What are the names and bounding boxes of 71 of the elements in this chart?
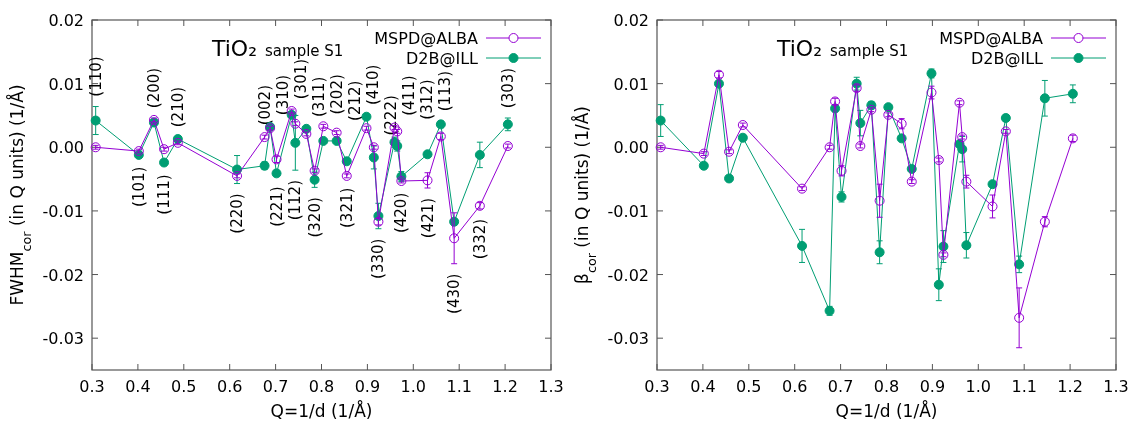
- y-tick-label: 0.01: [48, 74, 84, 94]
- annotation: (311): [309, 76, 328, 118]
- annotation: (212): [345, 80, 364, 121]
- x-axis-title: Q=1/d (1/Å): [835, 400, 938, 421]
- y-tick-label: -0.01: [607, 201, 649, 221]
- y-tick-label: -0.02: [42, 265, 84, 285]
- x-tick-label: 0.3: [644, 377, 670, 396]
- annotation: (002): [255, 85, 274, 126]
- annotation: (301): [291, 58, 310, 100]
- y-tick-label: 0.02: [613, 11, 649, 30]
- annotation: (110): [86, 56, 105, 97]
- annotation: (222): [381, 95, 400, 136]
- x-tick-label: 0.5: [171, 377, 197, 396]
- x-tick-label: 0.7: [827, 377, 854, 396]
- legend-label: MSPD@ALBA: [939, 29, 1044, 48]
- y-tick-label: 0.00: [613, 138, 649, 158]
- legend-label: D2B@ILL: [970, 49, 1044, 68]
- x-tick-label: 1.2: [1057, 377, 1083, 396]
- annotation: (421): [418, 197, 437, 239]
- annotation: (221): [267, 186, 286, 227]
- x-tick-label: 1.3: [538, 377, 564, 396]
- y-tick-label: -0.01: [42, 201, 84, 221]
- x-tick-label: 0.8: [873, 377, 900, 396]
- x-tick-label: 1.1: [1011, 377, 1037, 396]
- annotation: (113): [435, 71, 454, 112]
- annotation: (330): [369, 238, 388, 279]
- x-tick-label: 0.3: [79, 377, 105, 396]
- x-tick-label: 1.2: [492, 377, 518, 396]
- x-tick-label: 1.3: [1103, 377, 1129, 396]
- y-tick-label: -0.03: [607, 329, 649, 349]
- annotation: (312): [417, 79, 436, 120]
- x-tick-label: 0.6: [216, 377, 243, 396]
- annotation: (101): [129, 166, 148, 207]
- x-axis-title: Q=1/d (1/Å): [270, 400, 373, 421]
- x-tick-label: 0.5: [736, 377, 762, 396]
- annotation: (321): [337, 187, 356, 228]
- y-tick-label: 0.00: [48, 138, 84, 158]
- legend-label: D2B@ILL: [405, 49, 479, 68]
- annotation: (303): [498, 67, 517, 109]
- y-tick-label: -0.02: [607, 265, 649, 285]
- x-tick-label: 0.4: [125, 377, 151, 396]
- annotation: (310): [273, 74, 292, 116]
- x-tick-label: 0.6: [781, 377, 808, 396]
- x-tick-label: 1.1: [446, 377, 472, 396]
- annotation: (410): [363, 64, 382, 105]
- y-tick-label: 0.02: [48, 11, 84, 30]
- legend-label: MSPD@ALBA: [374, 29, 479, 48]
- x-tick-label: 0.7: [262, 377, 289, 396]
- annotation: (420): [392, 192, 411, 234]
- annotation: (220): [228, 193, 247, 234]
- x-tick-label: 0.9: [919, 377, 946, 396]
- annotation: (430): [445, 273, 464, 314]
- x-tick-label: 1.0: [400, 377, 427, 396]
- annotation: (202): [327, 74, 346, 115]
- y-tick-label: -0.03: [42, 329, 84, 349]
- annotation: (111): [155, 174, 174, 215]
- annotation: (210): [168, 86, 187, 128]
- annotation: (332): [470, 218, 489, 260]
- annotation: (200): [144, 67, 163, 109]
- y-tick-label: 0.01: [613, 74, 649, 94]
- x-tick-label: 0.8: [308, 377, 335, 396]
- annotation: (411): [399, 75, 418, 116]
- text: sample S1: [265, 42, 344, 60]
- text: TiO₂: [212, 36, 258, 61]
- x-tick-label: 1.0: [965, 377, 992, 396]
- annotation: (112): [286, 180, 305, 221]
- annotation: (320): [305, 197, 324, 238]
- text: sample S1: [830, 42, 909, 60]
- text: TiO₂: [777, 36, 823, 61]
- x-tick-label: 0.4: [690, 377, 716, 396]
- x-tick-label: 0.9: [354, 377, 381, 396]
